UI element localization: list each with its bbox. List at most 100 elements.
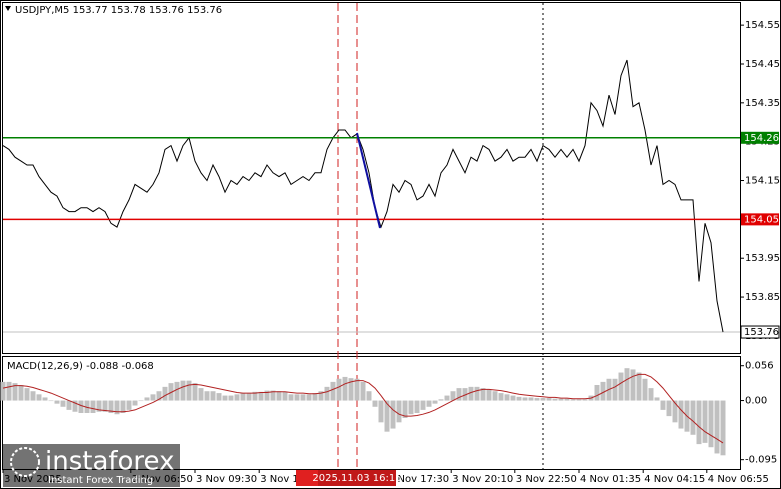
macd-bar xyxy=(348,378,354,401)
y-tick-label: 154.45 xyxy=(745,59,780,70)
macd-bar xyxy=(462,388,468,401)
x-tick-label: 3 Nov 09:30 xyxy=(196,474,257,485)
macd-bar xyxy=(78,400,84,413)
macd-bar xyxy=(216,393,222,401)
macd-bar xyxy=(714,400,720,454)
macd-bar xyxy=(414,400,420,413)
macd-bar xyxy=(456,388,462,401)
y-tick-label: 0.056 xyxy=(745,361,774,372)
macd-bar xyxy=(156,391,162,401)
macd-bar xyxy=(270,390,276,401)
watermark-bg xyxy=(3,444,180,487)
macd-bar xyxy=(138,400,144,402)
watermark-logo xyxy=(10,447,40,477)
macd-bar xyxy=(384,400,390,432)
macd-bar xyxy=(534,398,540,401)
x-tick-label: 3 Nov 20:10 xyxy=(452,474,513,485)
level-label-box xyxy=(741,131,779,144)
last-price-box xyxy=(740,325,780,339)
macd-bar xyxy=(0,381,6,401)
macd-panel xyxy=(2,356,741,470)
macd-bar xyxy=(444,395,450,401)
macd-bar xyxy=(360,381,366,401)
macd-bar xyxy=(666,400,672,417)
macd-bar xyxy=(474,386,480,401)
macd-bar xyxy=(708,400,714,448)
macd-bar xyxy=(426,400,432,407)
macd-bar xyxy=(396,400,402,423)
macd-bar xyxy=(324,386,330,401)
macd-bar xyxy=(648,388,654,401)
macd-bar xyxy=(558,398,564,401)
time-marker-label: 2025.11.03 16:15 xyxy=(312,473,401,484)
macd-bar xyxy=(498,393,504,401)
time-marker-box xyxy=(318,470,396,486)
macd-bar xyxy=(438,399,444,401)
y-tick-label: 154.35 xyxy=(745,98,780,109)
macd-bar xyxy=(654,397,660,401)
macd-bar xyxy=(390,400,396,429)
x-tick-label: 3 Nov 12:10 xyxy=(260,474,321,485)
macd-bar xyxy=(252,391,258,401)
macd-bar xyxy=(354,378,360,401)
macd-bar xyxy=(480,388,486,401)
macd-bar xyxy=(318,391,324,401)
menu-arrow xyxy=(5,6,11,11)
macd-bar xyxy=(42,397,48,401)
macd-bar xyxy=(54,400,60,404)
y-tick-label: 0.00 xyxy=(745,396,767,407)
macd-bar xyxy=(6,381,12,401)
macd-bar xyxy=(222,395,228,401)
macd-bar xyxy=(600,381,606,401)
macd-bar xyxy=(228,395,234,401)
level-label: 154.05 xyxy=(744,214,779,225)
macd-bar xyxy=(486,389,492,401)
macd-bar xyxy=(372,400,378,407)
macd-bar xyxy=(690,400,696,435)
macd-bar xyxy=(594,385,600,401)
macd-bar xyxy=(336,378,342,401)
y-tick-label: 153.95 xyxy=(745,253,780,264)
macd-bar xyxy=(366,391,372,401)
macd-bar xyxy=(180,380,186,401)
macd-bar xyxy=(516,396,522,401)
x-tick-label: 4 Nov 06:55 xyxy=(708,474,769,485)
macd-bar xyxy=(120,400,126,413)
watermark-brand: instaforex xyxy=(45,447,174,477)
x-tick-label: 3 Nov 17:30 xyxy=(388,474,449,485)
macd-bar xyxy=(306,394,312,401)
macd-bar xyxy=(570,399,576,401)
macd-bar xyxy=(174,381,180,401)
macd-bar xyxy=(612,378,618,401)
macd-bar xyxy=(546,398,552,401)
macd-bar xyxy=(378,400,384,423)
macd-bar xyxy=(12,383,18,401)
macd-bar xyxy=(66,400,72,410)
macd-bar xyxy=(660,400,666,410)
macd-bar xyxy=(342,376,348,401)
macd-bar xyxy=(210,391,216,401)
x-tick-label: 3 Nov 22:50 xyxy=(516,474,577,485)
macd-bar xyxy=(702,400,708,443)
macd-bar xyxy=(246,393,252,401)
macd-bar xyxy=(162,386,168,401)
watermark-tagline: Instant Forex Trading xyxy=(48,475,153,486)
macd-bar xyxy=(96,400,102,412)
x-tick-label: 4 Nov 01:35 xyxy=(580,474,641,485)
macd-bar xyxy=(84,400,90,413)
macd-bar xyxy=(168,383,174,401)
macd-bar xyxy=(264,390,270,401)
price-line xyxy=(2,59,724,333)
macd-bar xyxy=(60,400,66,407)
macd-bar xyxy=(330,381,336,401)
macd-bar xyxy=(114,400,120,415)
macd-bar xyxy=(48,400,54,402)
macd-bar xyxy=(564,398,570,401)
macd-bar xyxy=(624,368,630,401)
macd-bar xyxy=(696,400,702,445)
y-tick-label: 154.55 xyxy=(745,20,780,31)
macd-bar xyxy=(150,394,156,401)
level-label: 154.26 xyxy=(744,133,779,144)
